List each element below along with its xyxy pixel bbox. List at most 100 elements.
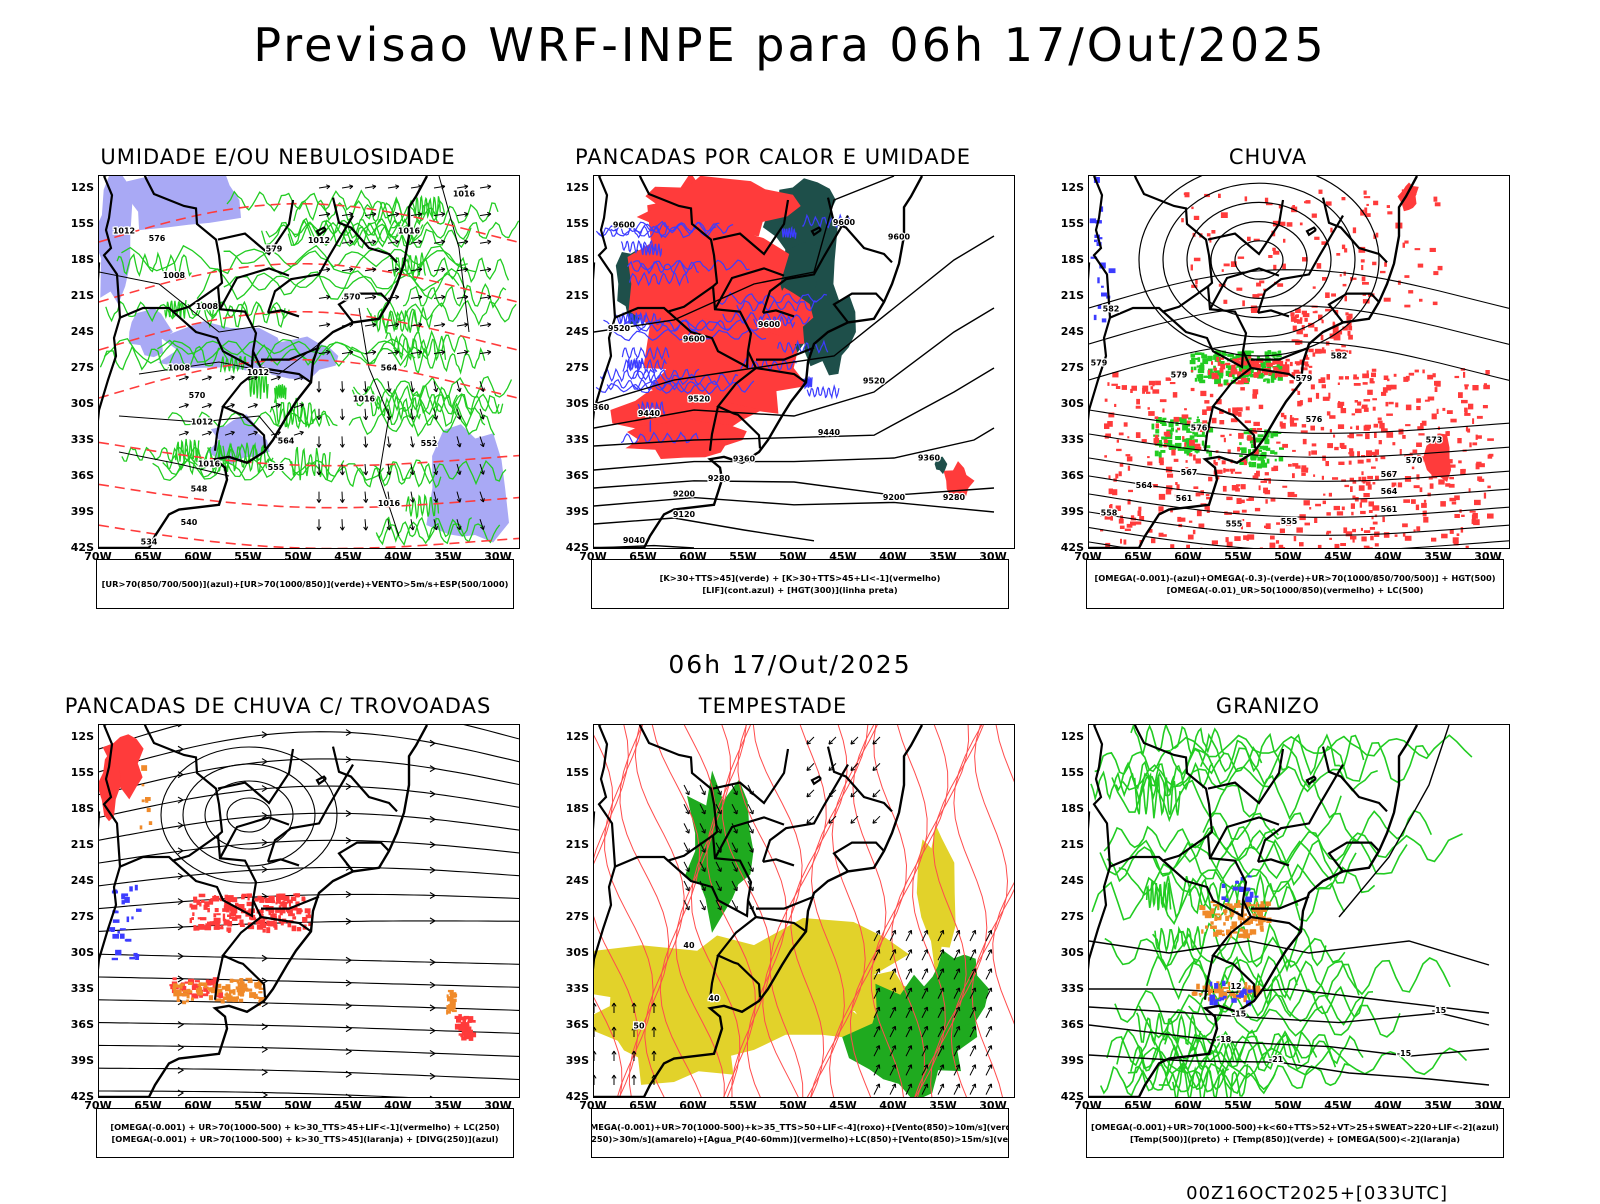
rain-area-red (1239, 500, 1245, 504)
storm-area-red (203, 993, 208, 996)
storm-area-red (470, 1020, 476, 1023)
rain-area-red (1484, 493, 1486, 499)
rain-area-red (1182, 414, 1189, 418)
rain-area-red (1231, 470, 1234, 474)
lat-tick-label: 39S (56, 1054, 94, 1067)
storm-area-orange (448, 990, 454, 992)
panel-title: GRANIZO (1028, 694, 1508, 718)
rain-area-red (1199, 524, 1205, 528)
rain-area-red (1294, 536, 1297, 541)
rain-area-red (1105, 399, 1108, 402)
streamline (99, 1045, 519, 1056)
country-border (317, 777, 326, 784)
rain-area-red (1229, 434, 1231, 436)
storm-area-red (224, 920, 230, 926)
rain-area-red (1146, 392, 1150, 394)
rain-area-red (1167, 474, 1173, 478)
contour-label: 9520 (608, 324, 631, 333)
storm-area-orange (258, 991, 262, 993)
rain-area-red (1212, 418, 1217, 424)
rain-area-red (1322, 384, 1326, 388)
hail-area-blue (1245, 897, 1252, 903)
rain-area-red (1343, 284, 1347, 287)
rain-area-red (1468, 404, 1473, 410)
rain-area-red (1308, 349, 1313, 353)
omega-green (1193, 358, 1198, 360)
storm-area-orange (187, 993, 190, 998)
rain-area-red (1125, 529, 1131, 531)
rain-area-red (1361, 259, 1365, 262)
rain-area-red (1308, 398, 1312, 403)
storm-area-red (460, 1034, 463, 1038)
contour-label: 561 (1381, 505, 1398, 514)
rain-area-red (1432, 414, 1437, 420)
storm-area-orange (446, 1010, 448, 1015)
rain-area-red (1386, 414, 1393, 416)
hail-area-blue (1210, 982, 1213, 987)
rain-area-red (1322, 456, 1326, 461)
rain-area-red (1311, 450, 1317, 454)
contour-label: 548 (191, 485, 208, 494)
rain-area-red (1321, 377, 1326, 383)
omega-green (1196, 419, 1200, 422)
lat-tick-label: 21S (56, 838, 94, 851)
storm-area-orange (240, 989, 245, 993)
streamline (99, 786, 519, 817)
rain-area-red (1373, 407, 1376, 411)
omega-green (1155, 451, 1159, 457)
storm-area-orange (141, 765, 147, 771)
rain-area-red (1142, 439, 1147, 442)
omega-green (1227, 354, 1234, 357)
rain-area-red (1111, 384, 1118, 386)
storm-area-orange (188, 982, 193, 985)
rain-area-red (1416, 406, 1420, 410)
contour-label: 552 (421, 439, 438, 448)
rain-area-red (1351, 512, 1353, 516)
rain-area-red (1184, 193, 1189, 195)
lat-tick-label: 27S (56, 361, 94, 374)
rain-area-red (1323, 501, 1326, 505)
rain-area-red (1124, 422, 1128, 426)
rain-area-red (1270, 536, 1275, 540)
rain-area-red (1202, 409, 1207, 415)
rain-area-red (1109, 489, 1113, 495)
wind-vector (342, 464, 343, 475)
omega-green (1248, 462, 1250, 465)
omega-orange (1205, 926, 1208, 929)
rain-area-red (1302, 311, 1307, 315)
rain-area-red (1237, 447, 1240, 452)
rain-area-red (1415, 248, 1421, 250)
rain-area-red (1223, 300, 1227, 304)
omega-green (1264, 440, 1269, 445)
rain-area-red (1173, 392, 1178, 398)
rain-area-red (1358, 460, 1364, 464)
rain-area-red (1379, 423, 1384, 429)
rain-area-red (1170, 382, 1176, 384)
country-border (1208, 200, 1283, 254)
rain-area-red (1248, 356, 1252, 359)
rain-area-red (1287, 222, 1293, 227)
contour-label: 9600 (613, 221, 636, 230)
storm-area-red (193, 897, 197, 900)
rain-area-red (1404, 275, 1409, 278)
storm-area-red (222, 908, 227, 912)
storm-area-orange (187, 989, 190, 993)
rain-area-red (1304, 334, 1308, 337)
storm-area-orange (233, 980, 239, 983)
rain-area-red (1476, 462, 1481, 465)
storm-area-orange (248, 980, 253, 983)
rain-area-red (1332, 477, 1338, 480)
rain-area-red (1127, 456, 1133, 461)
rain-area-red (1466, 546, 1469, 548)
rain-area-red (1331, 293, 1336, 296)
country-border (1258, 310, 1289, 316)
lat-tick-label: 24S (1046, 325, 1084, 338)
rain-area-red (1292, 463, 1298, 467)
rain-area-red (1184, 408, 1187, 410)
rain-area-red (1433, 302, 1438, 306)
rain-area-red (1338, 462, 1344, 465)
rain-area-red (1223, 468, 1225, 473)
contour-label: 9600 (683, 335, 706, 344)
rain-area-red (1411, 499, 1416, 504)
